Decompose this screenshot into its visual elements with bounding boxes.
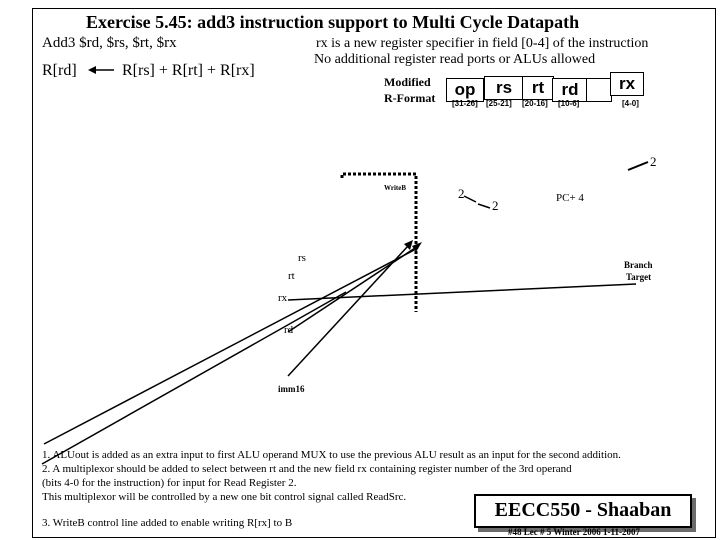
slide-footer: #48 Lec # 5 Winter 2006 1-11-2007 [508,527,640,537]
branch-label: Branch [624,260,653,270]
slide-frame [32,8,716,538]
format-label-1: Modified [384,75,431,89]
mark-2-a [463,195,477,203]
format-label-2: R-Format [384,91,436,105]
slide-title: Exercise 5.45: add3 instruction support … [86,12,580,32]
rs-label: rs [298,252,306,264]
wire-aluout-2 [43,247,419,445]
writeb-control-line [340,172,418,312]
target-label: Target [626,272,652,282]
rx-note-2: No additional register read ports or ALU… [314,52,596,67]
note-2-mux: This multiplexor will be controlled by a… [42,491,407,503]
bits-rd: [10-6] [558,99,580,108]
bits-rx: [4-0] [622,99,639,108]
note-2: 2. A multiplexor should be added to sele… [42,463,572,475]
bits-rs: [25-21] [486,99,512,108]
label-2-a: 2 [458,186,465,201]
field-rx: rx [610,72,644,96]
wire-rx-to-branch [287,283,637,301]
rtl-lhs: R[rd] [42,62,77,79]
pc-plus-4-label: PC+ 4 [556,192,584,204]
field-rs: rs [484,76,524,100]
rx-note-1: rx is a new register specifier in field … [316,36,649,51]
imm16-label: imm16 [278,384,305,394]
field-op: op [446,78,484,102]
label-2-b: 2 [492,198,499,213]
rt-label: rt [288,270,295,282]
note-1: 1. ALUout is added as an extra input to … [42,449,621,461]
mark-2-top [627,161,649,171]
wire-imm-arrow [404,240,413,250]
mark-2-b [477,203,491,209]
wire-aluout [41,291,347,465]
bits-rt: [20-16] [522,99,548,108]
rtl-arrow-head [88,66,96,74]
rd-label: rd [284,324,294,336]
rtl-rhs: R[rs] + R[rt] + R[rx] [122,62,255,79]
course-brand: EECC550 - Shaaban [474,494,692,528]
note-2-cont: (bits 4-0 for the instruction) for input… [42,477,297,489]
note-3: 3. WriteB control line added to enable w… [42,517,293,529]
bits-op: [31-26] [452,99,478,108]
wire-rd-to-writereg [287,245,419,333]
writeb-label: WriteB [384,184,407,192]
instruction-syntax: Add3 $rd, $rs, $rt, $rx [42,35,177,51]
label-2-top: 2 [650,154,657,169]
rx-label: rx [278,292,288,304]
field-rd: rd [552,78,588,102]
wire-imm-to-writereg [287,245,409,377]
